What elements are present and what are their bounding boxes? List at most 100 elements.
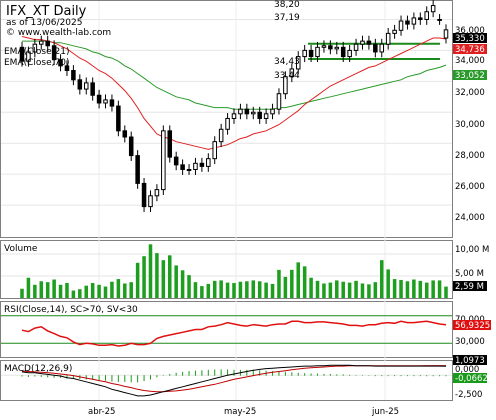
volume-bar	[71, 290, 76, 298]
candle-up	[437, 18, 442, 21]
macd-histogram-bar	[233, 369, 235, 376]
volume-bar	[251, 280, 256, 298]
volume-bar	[187, 275, 191, 298]
macd-histogram-bar	[361, 375, 363, 376]
macd-histogram-bar	[34, 375, 36, 377]
macd-histogram-bar	[227, 369, 229, 376]
volume-bar	[335, 280, 339, 298]
candle-down	[366, 40, 372, 45]
macd-histogram-bar	[47, 375, 49, 378]
candle-down	[64, 65, 70, 72]
rsi-value: 56,9325	[455, 321, 490, 331]
candle-down	[340, 46, 346, 58]
price-pane	[0, 0, 453, 238]
volume-bar	[328, 282, 333, 298]
volume-bar	[322, 283, 326, 298]
volume-bar	[129, 282, 133, 298]
ema21-line	[21, 36, 447, 150]
candle-down	[373, 43, 378, 53]
candle-up	[238, 108, 243, 115]
candle-up	[251, 111, 256, 115]
candlesticks	[19, 0, 449, 213]
candle-up	[103, 99, 108, 104]
candle-up	[334, 46, 340, 50]
macd-histogram-bar	[124, 375, 126, 382]
macd-histogram-bar	[394, 375, 396, 377]
volume-bar	[412, 279, 416, 298]
macd-histogram-bar	[374, 375, 376, 377]
candle-up	[276, 93, 282, 110]
candle-up	[385, 32, 391, 45]
candle-down	[77, 79, 83, 90]
candle-up	[39, 40, 44, 45]
volume-bar	[84, 285, 89, 298]
macd-histogram-bar	[182, 371, 184, 376]
volume-bar	[232, 283, 236, 298]
candle-down	[418, 17, 423, 20]
macd-histogram-bar	[117, 375, 119, 382]
macd-histogram-bar	[355, 375, 357, 376]
rsi-line	[1, 315, 452, 347]
candle-down	[257, 111, 262, 119]
macd-histogram-bar	[162, 375, 164, 376]
macd-histogram-bar	[406, 375, 408, 377]
candle-down	[71, 70, 76, 81]
level-label-high: 38,20	[274, 0, 300, 10]
volume-bar	[392, 279, 397, 298]
macd-histogram-bar	[284, 371, 286, 376]
candle-up	[289, 68, 295, 78]
macd-histogram-bar	[445, 375, 447, 377]
x-axis-label: abr-25	[88, 407, 115, 417]
macd-histogram-bar	[246, 369, 248, 376]
candle-down	[141, 182, 147, 208]
volume-bar	[161, 260, 166, 298]
price-tick: 28,000	[455, 151, 485, 161]
macd-histogram-bar	[169, 373, 171, 376]
volume-tick: 5,00 M	[455, 269, 484, 279]
macd-histogram-bar	[317, 373, 319, 376]
candle-up	[148, 195, 153, 208]
volume-bar	[296, 262, 301, 298]
volume-bar	[444, 286, 448, 298]
candle-up	[206, 158, 211, 167]
macd-pane	[0, 360, 453, 401]
volume-bar	[167, 255, 172, 298]
macd-label: MACD(12,26,9)	[4, 364, 72, 374]
candle-down	[90, 82, 95, 96]
macd-histogram-bar	[53, 375, 55, 378]
macd-histogram-bar	[413, 375, 415, 377]
macd-histogram-bar	[323, 373, 325, 376]
volume-bar	[302, 266, 307, 298]
macd-tick: 0,000	[455, 365, 479, 375]
macd-tick: -2,500	[455, 390, 482, 400]
volume-bar	[45, 282, 50, 298]
candle-up	[193, 162, 198, 170]
volume-bar	[264, 282, 268, 298]
candle-up	[154, 189, 160, 197]
volume-bar	[174, 265, 178, 298]
macd-histogram-bar	[400, 375, 402, 377]
candle-up	[32, 43, 38, 53]
volume-bar	[315, 280, 320, 298]
volume-bar	[33, 284, 37, 298]
rsi-badge	[453, 320, 491, 330]
candle-down	[167, 130, 173, 158]
macd-histogram-bar	[349, 374, 351, 376]
macd-histogram-bar	[194, 370, 196, 376]
macd-histogram-bar	[214, 369, 216, 376]
candle-up	[83, 82, 89, 90]
candle-down	[51, 45, 57, 61]
macd-histogram-bar	[130, 375, 132, 383]
volume-bar	[135, 262, 140, 298]
volume-pane	[0, 240, 453, 299]
volume-bar	[90, 283, 95, 298]
macd-signal-line	[21, 365, 446, 393]
macd-line	[21, 364, 447, 397]
candle-up	[379, 43, 385, 53]
price-tick: 30,000	[455, 120, 485, 130]
candle-down	[199, 162, 205, 167]
candle-down	[45, 40, 50, 47]
volume-bar	[290, 269, 294, 298]
candle-up	[225, 117, 230, 130]
macd-value: 1,0973	[455, 356, 485, 366]
